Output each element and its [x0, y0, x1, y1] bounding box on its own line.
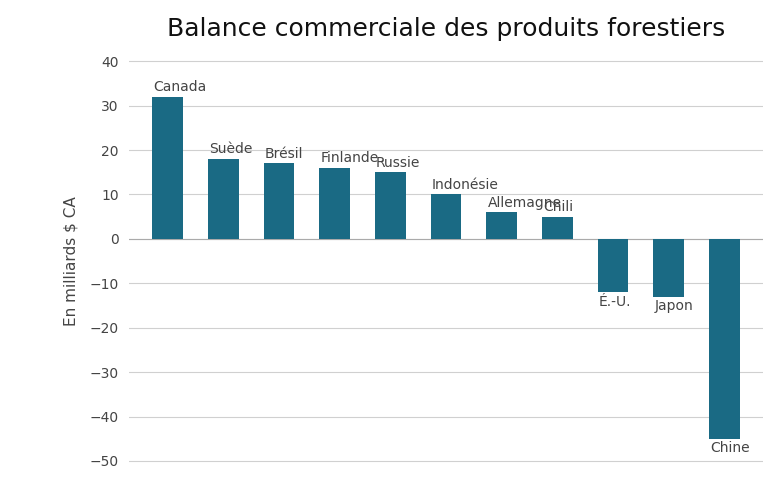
Bar: [431, 194, 461, 239]
Text: Russie: Russie: [376, 155, 420, 169]
Bar: [208, 159, 239, 239]
Bar: [654, 239, 684, 297]
Text: Finlande: Finlande: [321, 151, 378, 165]
Text: Allemagne: Allemagne: [488, 196, 562, 209]
Bar: [542, 217, 573, 239]
Text: Chine: Chine: [710, 441, 750, 455]
Bar: [709, 239, 739, 439]
Y-axis label: En milliards $ CA: En milliards $ CA: [63, 196, 79, 326]
Bar: [597, 239, 629, 292]
Bar: [375, 172, 406, 239]
Title: Balance commerciale des produits forestiers: Balance commerciale des produits foresti…: [167, 17, 725, 41]
Bar: [264, 163, 294, 239]
Bar: [486, 212, 517, 239]
Text: Japon: Japon: [654, 300, 693, 313]
Text: É.-U.: É.-U.: [599, 295, 631, 309]
Text: Suède: Suède: [209, 142, 253, 156]
Bar: [152, 97, 183, 239]
Text: Chili: Chili: [543, 200, 573, 214]
Text: Canada: Canada: [154, 80, 207, 94]
Text: Brésil: Brésil: [264, 147, 303, 161]
Text: Indonésie: Indonésie: [432, 178, 498, 192]
Bar: [319, 168, 350, 239]
